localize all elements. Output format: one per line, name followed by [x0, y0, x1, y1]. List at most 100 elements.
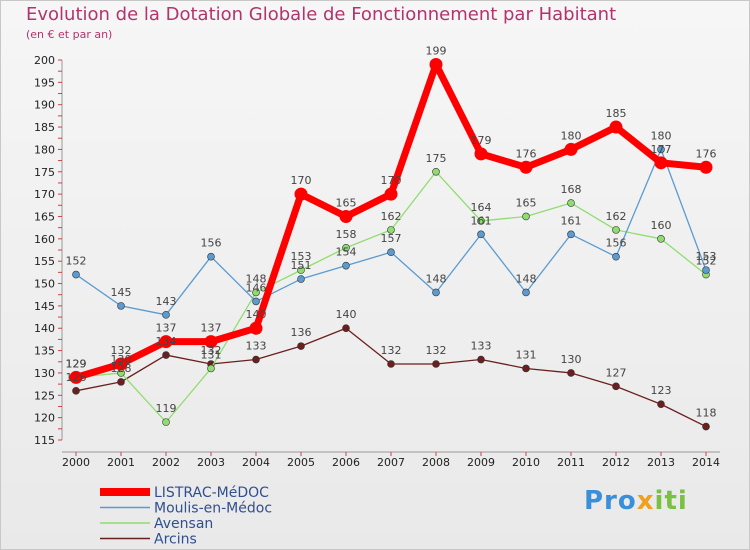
data-point: [477, 355, 485, 364]
data-label: 132: [426, 344, 447, 357]
data-label: 153: [291, 250, 312, 263]
series-lines: [69, 57, 713, 431]
data-label: 145: [111, 286, 132, 299]
x-tick-label: 2014: [692, 456, 720, 469]
data-point: [477, 230, 485, 239]
data-point: [702, 266, 710, 274]
data-label: 168: [561, 183, 582, 196]
data-point: [342, 324, 350, 333]
data-point: [162, 418, 170, 426]
data-point: [249, 321, 263, 335]
data-point: [72, 270, 80, 279]
y-tick-label: 175: [34, 166, 55, 179]
data-point: [522, 364, 530, 373]
data-label: 148: [426, 272, 447, 285]
data-point: [387, 360, 395, 368]
data-label: 127: [606, 366, 627, 379]
data-label: 119: [156, 402, 177, 415]
data-label: 126: [66, 371, 87, 384]
legend-label: Avensan: [154, 516, 213, 532]
y-tick-label: 165: [34, 210, 55, 223]
data-point: [162, 311, 170, 319]
data-label: 158: [336, 228, 357, 241]
y-tick-label: 145: [34, 300, 55, 313]
legend-label: Arcins: [154, 532, 197, 548]
y-tick-label: 135: [34, 345, 55, 358]
data-label: 160: [651, 219, 672, 232]
data-label: 133: [471, 340, 492, 353]
data-label: 140: [336, 308, 357, 321]
y-tick-label: 150: [34, 278, 55, 291]
data-label: 148: [516, 272, 537, 285]
data-label: 140: [246, 308, 267, 321]
data-label: 123: [651, 384, 672, 397]
data-point: [204, 335, 218, 349]
data-point: [339, 209, 353, 223]
data-point: [657, 400, 665, 409]
data-label: 185: [606, 107, 627, 120]
data-point: [609, 120, 623, 134]
y-tick-label: 155: [34, 255, 55, 268]
data-label: 156: [606, 237, 627, 250]
data-point: [432, 167, 440, 176]
data-point: [519, 160, 533, 174]
axes: 115 120 125 130 135 140 145 150 155 160 165 170 175 1…: [34, 54, 720, 469]
y-tick-label: 115: [34, 434, 55, 447]
data-point: [387, 248, 395, 257]
data-label: 131: [201, 348, 222, 361]
data-label: 170: [291, 174, 312, 187]
data-label: 176: [516, 147, 537, 160]
x-tick-label: 2011: [557, 456, 585, 469]
data-point: [564, 142, 578, 156]
x-tick-label: 2007: [377, 456, 405, 469]
x-tick-label: 2002: [152, 456, 180, 469]
data-label: 177: [651, 143, 672, 156]
y-tick-label: 190: [34, 99, 55, 112]
data-label: 137: [156, 322, 177, 335]
data-point: [699, 160, 713, 174]
data-point: [162, 351, 170, 359]
x-tick-label: 2013: [647, 456, 675, 469]
data-point: [297, 266, 305, 274]
data-point: [207, 364, 215, 373]
x-tick-label: 2000: [62, 456, 90, 469]
y-tick-label: 125: [34, 389, 55, 402]
y-tick-label: 160: [34, 233, 55, 246]
y-tick-label: 185: [34, 121, 55, 134]
x-tick-label: 2005: [287, 456, 315, 469]
data-point: [654, 156, 668, 170]
data-point: [432, 360, 440, 368]
data-label: 176: [696, 147, 717, 160]
data-label: 134: [156, 335, 177, 348]
data-point: [702, 422, 710, 431]
data-label: 132: [111, 344, 132, 357]
data-point: [657, 235, 665, 243]
data-label: 170: [381, 174, 402, 187]
data-point: [522, 212, 530, 221]
y-tick-label: 130: [34, 367, 55, 380]
data-point: [567, 199, 575, 207]
x-tick-label: 2004: [242, 456, 270, 469]
data-label: 118: [696, 407, 717, 420]
data-label: 180: [651, 129, 672, 142]
data-label: 146: [246, 281, 267, 294]
data-point: [114, 357, 128, 371]
data-point: [657, 145, 665, 154]
data-point: [342, 261, 350, 270]
data-point: [207, 252, 215, 261]
data-label: 129: [66, 357, 87, 370]
data-label: 137: [201, 322, 222, 335]
data-point: [72, 387, 80, 395]
data-point: [117, 302, 125, 310]
data-point: [342, 243, 350, 252]
data-point: [567, 369, 575, 377]
data-label: 157: [381, 232, 402, 245]
data-label: 165: [336, 196, 357, 209]
y-tick-label: 200: [34, 54, 55, 67]
legend-label: Moulis-en-Médoc: [154, 501, 272, 517]
x-tick-label: 2003: [197, 456, 225, 469]
x-tick-label: 2010: [512, 456, 540, 469]
data-label: 148: [246, 272, 267, 285]
data-label: 161: [561, 214, 582, 227]
data-label: 165: [516, 196, 537, 209]
